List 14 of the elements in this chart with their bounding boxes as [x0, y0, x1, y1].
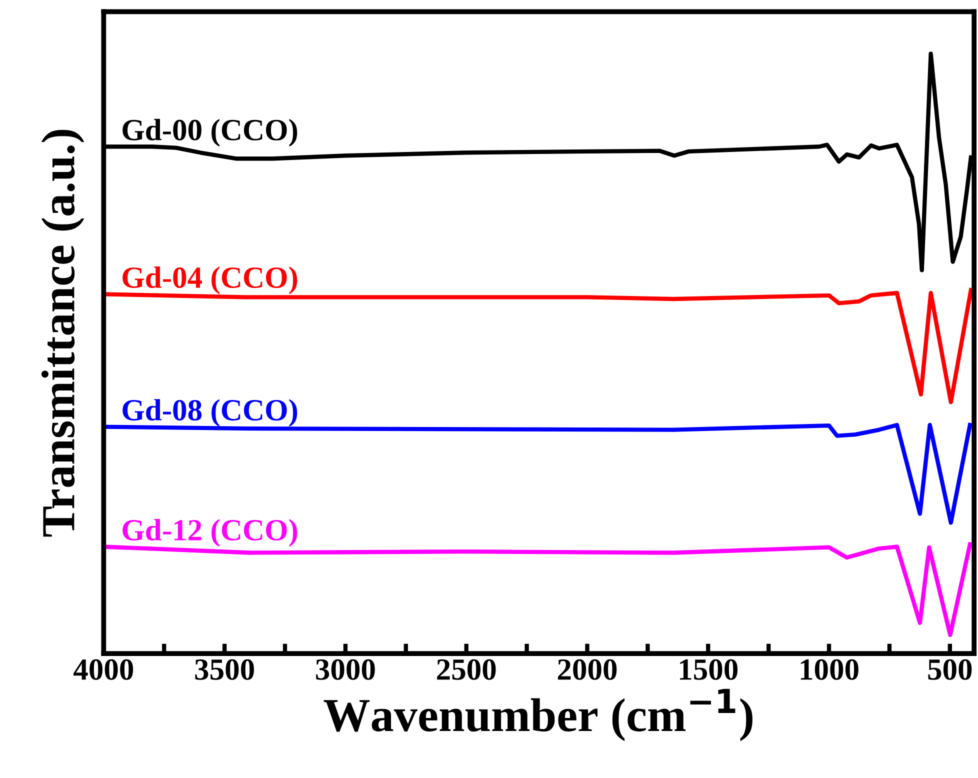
x-tick-label: 4000	[74, 659, 134, 680]
y-axis-title: Transmittance (a.u.)	[41, 130, 84, 537]
x-tick-label: 2500	[437, 659, 496, 680]
x-tick-label: 3000	[316, 659, 375, 680]
x-tick-label: 1000	[800, 659, 858, 680]
x-tick-label: 500	[928, 659, 972, 680]
series-label: Gd-12 (CCO)	[122, 519, 298, 547]
x-tick-label: 3500	[195, 659, 254, 680]
series-label: Gd-00 (CCO)	[122, 118, 298, 147]
series-label: Gd-04 (CCO)	[122, 266, 298, 294]
x-tick-label: 2000	[558, 659, 617, 680]
x-axis-title: Wavenumber (cm$^{−1}$)	[324, 688, 752, 742]
series-label: Gd-08 (CCO)	[122, 399, 298, 427]
x-tick-label: 1500	[680, 659, 738, 680]
